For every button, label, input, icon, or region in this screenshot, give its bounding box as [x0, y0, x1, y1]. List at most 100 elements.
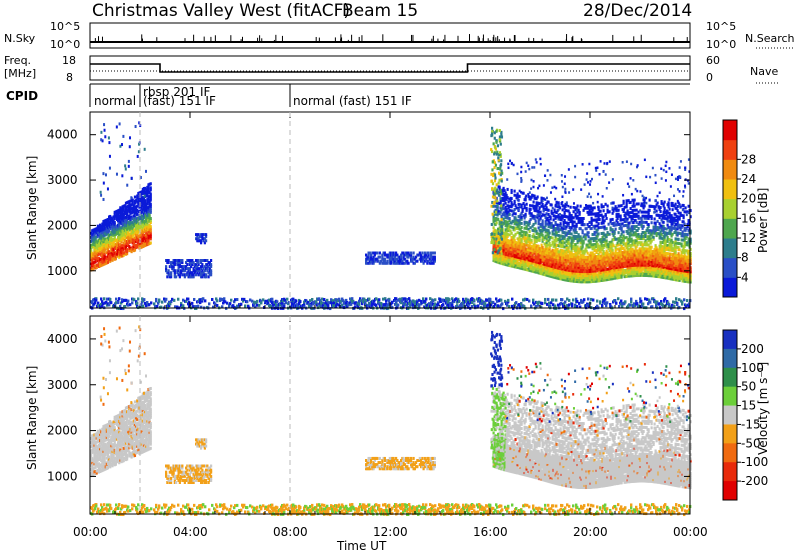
data-cell	[131, 177, 133, 180]
data-cell	[103, 182, 105, 185]
data-cell	[158, 300, 160, 303]
date-label: 28/Dec/2014	[583, 1, 692, 21]
data-cell	[624, 300, 626, 303]
data-cell	[594, 206, 596, 209]
data-cell	[605, 203, 607, 206]
data-cell	[125, 168, 127, 171]
data-cell	[299, 300, 301, 303]
data-cell	[137, 155, 139, 158]
data-cell	[121, 174, 123, 177]
data-cell	[673, 305, 675, 308]
data-cell	[103, 198, 105, 201]
data-cell	[575, 243, 577, 246]
data-cell	[609, 233, 611, 236]
data-cell	[100, 131, 102, 134]
data-cell	[606, 239, 608, 242]
data-cell	[553, 233, 555, 236]
data-cell	[408, 262, 410, 265]
data-cell	[256, 300, 258, 303]
data-cell	[573, 216, 575, 219]
data-cell	[517, 231, 519, 234]
data-cell	[530, 305, 532, 308]
data-cell	[606, 227, 608, 230]
data-cell	[128, 165, 130, 168]
data-cell	[458, 300, 460, 303]
data-cell	[150, 186, 152, 189]
data-cell	[505, 220, 507, 223]
data-cell	[168, 269, 170, 272]
data-cell	[530, 218, 532, 221]
data-cell	[100, 138, 102, 141]
data-cell	[526, 203, 528, 206]
data-cell	[351, 297, 353, 300]
data-cell	[137, 297, 139, 300]
data-cell	[181, 259, 183, 262]
data-cell	[560, 222, 562, 225]
data-cell	[130, 196, 132, 199]
data-cell	[117, 301, 119, 304]
data-cell	[175, 275, 177, 278]
data-cell	[122, 135, 124, 138]
data-cell	[149, 213, 151, 216]
data-cell	[605, 304, 607, 307]
data-cell	[142, 305, 144, 308]
data-cell	[583, 217, 585, 220]
data-cell	[630, 300, 632, 303]
data-cell	[416, 260, 418, 263]
data-cell	[583, 298, 585, 301]
beam-label: Beam 15	[342, 1, 418, 21]
station-title: Christmas Valley West (fitACF)	[92, 1, 350, 21]
data-cell	[610, 226, 612, 229]
data-cell	[116, 173, 118, 176]
data-cell	[102, 172, 104, 175]
data-cell	[161, 301, 163, 304]
data-cell	[108, 250, 110, 253]
data-cell	[260, 301, 262, 304]
data-cell	[569, 251, 571, 254]
data-cell	[100, 191, 102, 194]
data-cell	[104, 135, 106, 138]
data-cell	[549, 221, 551, 224]
freq-ytick-top: 18	[62, 54, 76, 67]
data-cell	[311, 298, 313, 301]
data-cell	[598, 222, 600, 225]
data-cell	[121, 143, 123, 146]
data-cell	[555, 221, 557, 224]
data-cell	[550, 244, 552, 247]
data-cell	[511, 209, 513, 212]
data-cell	[565, 209, 567, 212]
data-cell	[598, 232, 600, 235]
data-cell	[109, 155, 111, 158]
data-cell	[603, 205, 605, 208]
data-cell	[574, 221, 576, 224]
data-cell	[515, 212, 517, 215]
data-cell	[186, 263, 188, 266]
data-cell	[556, 231, 558, 234]
data-cell	[642, 302, 644, 305]
data-cell	[555, 227, 557, 230]
data-cell	[286, 298, 288, 301]
data-cell	[421, 252, 423, 255]
nsky-ytick-top: 10^5	[50, 20, 80, 33]
data-cell	[229, 302, 231, 305]
data-cell	[539, 202, 541, 205]
data-cell	[675, 297, 677, 300]
data-cell	[246, 300, 248, 303]
data-cell	[573, 210, 575, 213]
data-cell	[607, 205, 609, 208]
data-cell	[205, 239, 207, 242]
data-cell	[434, 256, 436, 259]
data-cell	[425, 298, 427, 301]
data-cell	[136, 213, 138, 216]
data-cell	[507, 299, 509, 302]
data-cell	[590, 237, 592, 240]
data-cell	[105, 173, 107, 176]
freq-label-line2: [MHz]	[4, 67, 36, 80]
data-cell	[413, 252, 415, 255]
data-cell	[512, 203, 514, 206]
data-cell	[150, 225, 152, 228]
data-cell	[544, 298, 546, 301]
data-cell	[521, 222, 523, 225]
data-cell	[123, 241, 125, 244]
